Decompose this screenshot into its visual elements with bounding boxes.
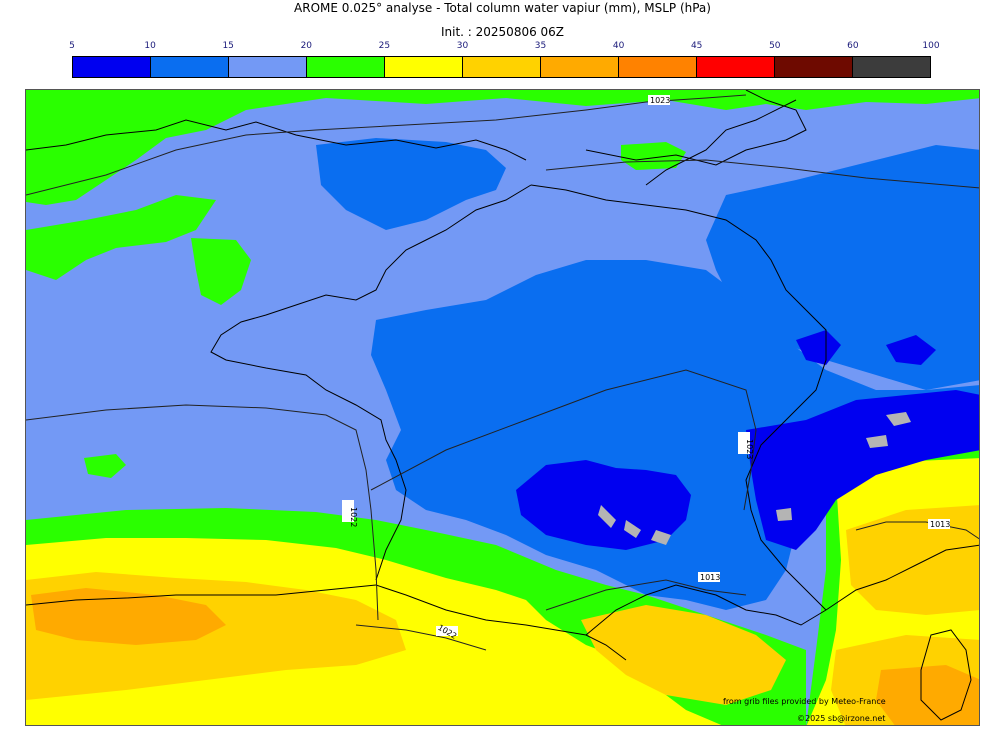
field-20-25-belgium [621, 142, 686, 170]
colorbar-tick: 30 [456, 41, 469, 51]
field-below-5-massif-3 [651, 530, 671, 545]
field-35-40-sea [876, 665, 979, 725]
field-10-15-north [316, 138, 506, 230]
border-north-east [530, 184, 827, 611]
field-20-25-brittany-north [191, 238, 251, 305]
colorbar-segment [463, 57, 541, 77]
colorbar-tick: 25 [378, 41, 391, 51]
field-20-25-north-sea [26, 90, 979, 205]
coastline-spain-north [26, 584, 377, 606]
field-below-5-massif-1 [598, 505, 616, 528]
isobar-labels: 1023 1023 1022 1022 1013 1013 [342, 95, 950, 641]
isobar-1022-pyrenees [355, 624, 487, 651]
map-panel: 1023 1023 1022 1022 1013 1013 [25, 89, 980, 726]
field-10-15-central [371, 260, 979, 610]
colorbar-segment [697, 57, 775, 77]
colorbar-segment [385, 57, 463, 77]
colorbar-segment [229, 57, 307, 77]
colorbar-tick: 15 [222, 41, 234, 51]
colorbar-tick: 60 [847, 41, 859, 51]
colorbar-segment [775, 57, 853, 77]
field-20-25-atlantic [84, 454, 126, 478]
field-20-25-uk [38, 104, 146, 142]
field-5-10-massif-central [516, 460, 691, 550]
colorbar-tick: 20 [300, 41, 313, 51]
colorbar-tick: 40 [612, 41, 625, 51]
colorbar-tick: 35 [534, 41, 547, 51]
colorbar-tick-labels: 5 10 15 20 25 30 35 40 45 50 60 100 [69, 41, 939, 53]
isobar-label: 1022 [349, 507, 358, 527]
coastline-uk-south [26, 119, 527, 161]
colorbar [72, 56, 931, 78]
field-20-25-patch [41, 235, 86, 270]
field-30-35-italy [846, 505, 979, 615]
colorbar-segment [151, 57, 229, 77]
copyright-credit: ©2025 sb@irzone.net [797, 714, 886, 723]
coastlines-and-borders [26, 90, 979, 721]
field-below-5-alps-3 [776, 508, 792, 521]
field-30-35-mediterranean [581, 605, 786, 705]
isobar-1023-channel [545, 159, 979, 189]
coastline-mediterranean [585, 544, 979, 636]
isobar-label: 1013 [700, 573, 720, 582]
border-pyrenees [375, 584, 627, 661]
isobar-label: 1023 [650, 96, 670, 105]
colorbar-segment [73, 57, 151, 77]
colorbar-segment [307, 57, 385, 77]
colorbar-tick: 5 [69, 41, 75, 51]
field-5-10-north-east [886, 335, 936, 365]
field-below-5-alps-2 [866, 435, 888, 448]
colorbar-segment [619, 57, 697, 77]
field-below-5-alps-1 [886, 412, 911, 426]
colorbar-tick: 50 [769, 41, 781, 51]
border-benelux [585, 90, 807, 166]
init-time: Init. : 20250806 06Z [440, 25, 565, 39]
colorbar-segment [853, 57, 930, 77]
isobar-1022-central [370, 369, 757, 511]
isobar-label: 1023 [745, 439, 754, 459]
field-5-10-jura [796, 330, 841, 365]
isobar-1013-south [545, 579, 747, 611]
colorbar-tick: 100 [922, 41, 940, 51]
water-vapour-map: 1023 1023 1022 1022 1013 1013 [26, 90, 979, 725]
data-source-credit: from grib files provided by Meteo-France [723, 697, 886, 706]
coastline-channel-france [210, 184, 532, 581]
field-5-10-alps [746, 390, 979, 550]
colorbar-segment [541, 57, 619, 77]
field-below-5-massif-2 [624, 520, 641, 538]
map-title: AROME 0.025° analyse - Total column wate… [294, 1, 711, 15]
isobar-1022-west [26, 404, 379, 621]
coastline-corsica [920, 629, 972, 721]
isobar-1013-italy [855, 521, 979, 540]
colorbar-tick: 10 [144, 41, 156, 51]
field-35-40-iberia [31, 588, 226, 645]
isobar-label: 1013 [930, 520, 950, 529]
colorbar-tick: 45 [690, 41, 703, 51]
coastline-netherlands [645, 99, 797, 186]
